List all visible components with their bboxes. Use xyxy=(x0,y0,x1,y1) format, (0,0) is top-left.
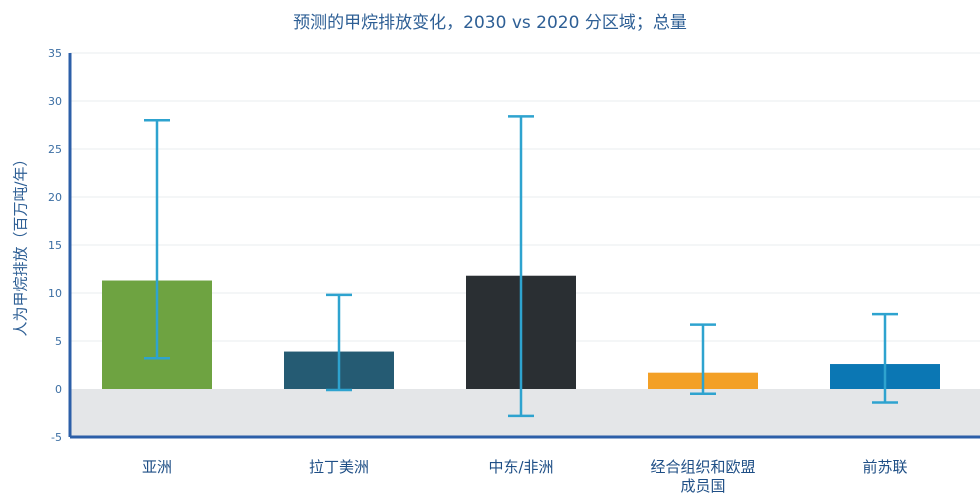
y-tick-label: -5 xyxy=(51,431,62,444)
x-category-label: 经合组织和欧盟 xyxy=(650,458,755,476)
x-category-label: 拉丁美洲 xyxy=(309,458,369,476)
y-tick-label: 20 xyxy=(48,191,62,204)
y-tick-label: 25 xyxy=(48,143,62,156)
x-category-label: 中东/非洲 xyxy=(488,458,553,476)
x-category-label: 成员国 xyxy=(680,477,725,495)
y-tick-label: 30 xyxy=(48,95,62,108)
y-tick-label: 0 xyxy=(55,383,62,396)
chart-title: 预测的甲烷排放变化，2030 vs 2020 分区域；总量 xyxy=(293,13,687,33)
y-tick-label: 35 xyxy=(48,47,62,60)
y-tick-label: 15 xyxy=(48,239,62,252)
y-tick-label: 5 xyxy=(55,335,62,348)
x-category-label: 亚洲 xyxy=(142,458,172,476)
negative-region xyxy=(70,389,980,437)
y-tick-label: 10 xyxy=(48,287,62,300)
x-category-label: 前苏联 xyxy=(862,458,907,476)
